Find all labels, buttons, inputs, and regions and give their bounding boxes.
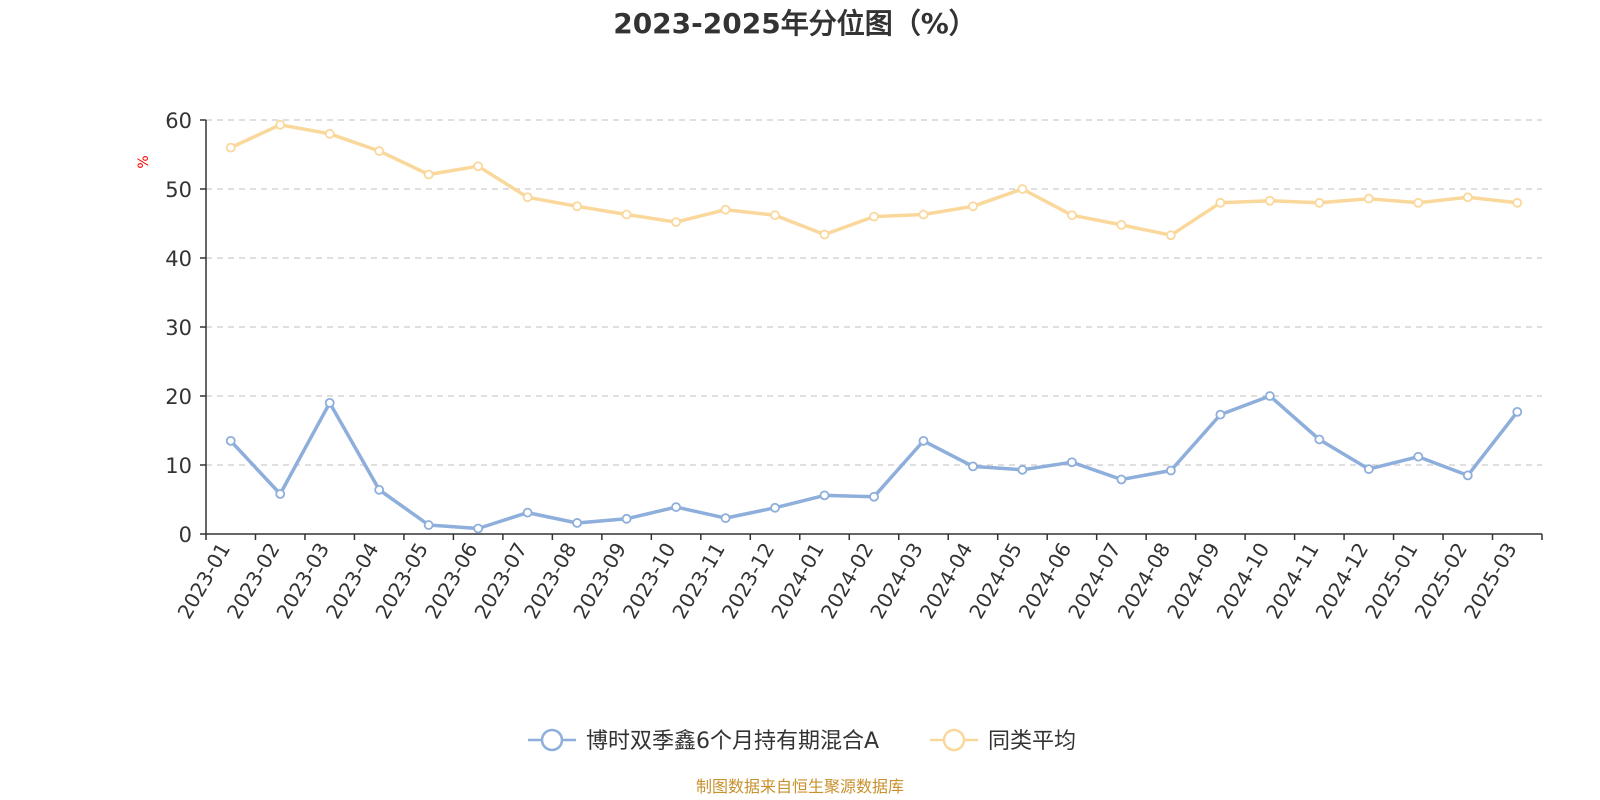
data-point[interactable] [968,461,978,472]
y-grid-lines [206,119,1542,466]
data-point[interactable] [1512,197,1523,208]
data-point[interactable] [1116,474,1127,485]
y-tick-label: 40 [165,247,192,271]
y-axis-unit-label: % [136,155,152,168]
data-point[interactable] [225,435,236,446]
data-point[interactable] [473,523,484,534]
peer-average-series [225,119,1523,241]
data-point[interactable] [968,201,978,212]
data-point[interactable] [1413,197,1424,208]
data-point[interactable] [1116,219,1127,230]
legend[interactable]: 博时双季鑫6个月持有期混合A 同类平均 [528,728,1076,754]
data-point[interactable] [1215,409,1226,420]
data-point[interactable] [522,507,533,518]
data-point[interactable] [819,229,830,240]
data-point[interactable] [572,518,583,528]
data-point[interactable] [1462,470,1473,481]
y-tick-label: 0 [179,523,192,547]
legend-label: 同类平均 [988,729,1076,754]
x-axis: 2023-012023-022023-032023-042023-052023-… [172,533,1543,623]
data-point[interactable] [225,142,236,153]
data-point[interactable] [1165,230,1176,241]
data-point[interactable] [324,128,335,139]
legend-marker-icon [942,728,966,752]
legend-item-fund[interactable]: 博时双季鑫6个月持有期混合A [528,728,879,754]
data-point[interactable] [324,397,335,408]
data-point[interactable] [671,502,681,512]
legend-item-peer-average[interactable]: 同类平均 [930,728,1076,754]
data-point[interactable] [1215,197,1226,208]
data-point[interactable] [621,513,632,524]
data-point[interactable] [720,513,731,524]
data-point[interactable] [918,435,929,446]
data-point[interactable] [572,201,583,212]
data-point[interactable] [918,209,929,220]
y-tick-label: 50 [165,178,192,202]
legend-marker-icon [540,728,564,752]
data-point[interactable] [374,146,385,156]
data-point[interactable] [869,491,879,502]
data-point[interactable] [1413,451,1424,462]
source-note: 制图数据来自恒生聚源数据库 [696,777,904,796]
data-point[interactable] [671,217,681,228]
series-lines [225,119,1523,534]
data-point[interactable] [1017,184,1028,194]
y-tick-label: 60 [165,109,192,133]
data-point[interactable] [770,210,780,221]
data-point[interactable] [423,169,434,180]
data-point[interactable] [819,490,830,501]
data-point[interactable] [1067,457,1077,468]
y-tick-label: 20 [165,385,192,409]
data-point[interactable] [1264,391,1275,401]
y-tick-label: 10 [165,454,192,478]
data-point[interactable] [1363,193,1374,204]
data-point[interactable] [275,119,286,130]
fund-series [225,391,1523,534]
data-point[interactable] [1314,197,1325,208]
data-point[interactable] [1314,434,1325,445]
data-point[interactable] [1017,464,1028,475]
data-point[interactable] [1462,192,1473,203]
legend-label: 博时双季鑫6个月持有期混合A [586,729,879,754]
data-point[interactable] [423,520,434,530]
data-point[interactable] [1165,465,1176,476]
data-point[interactable] [621,209,632,220]
data-point[interactable] [1067,210,1077,221]
data-point[interactable] [473,161,484,172]
y-tick-label: 30 [165,316,192,340]
data-point[interactable] [522,192,533,203]
data-point[interactable] [1264,195,1275,206]
chart-title: 2023-2025年分位图（%） [613,7,977,40]
data-point[interactable] [720,204,731,215]
data-point[interactable] [1512,406,1523,417]
series-line [229,394,1519,531]
data-point[interactable] [869,211,879,222]
y-axis: 0 10 20 30 40 50 60 [165,109,207,547]
data-point[interactable] [770,502,780,513]
data-point[interactable] [374,484,385,495]
data-point[interactable] [275,489,286,499]
data-point[interactable] [1363,464,1374,475]
